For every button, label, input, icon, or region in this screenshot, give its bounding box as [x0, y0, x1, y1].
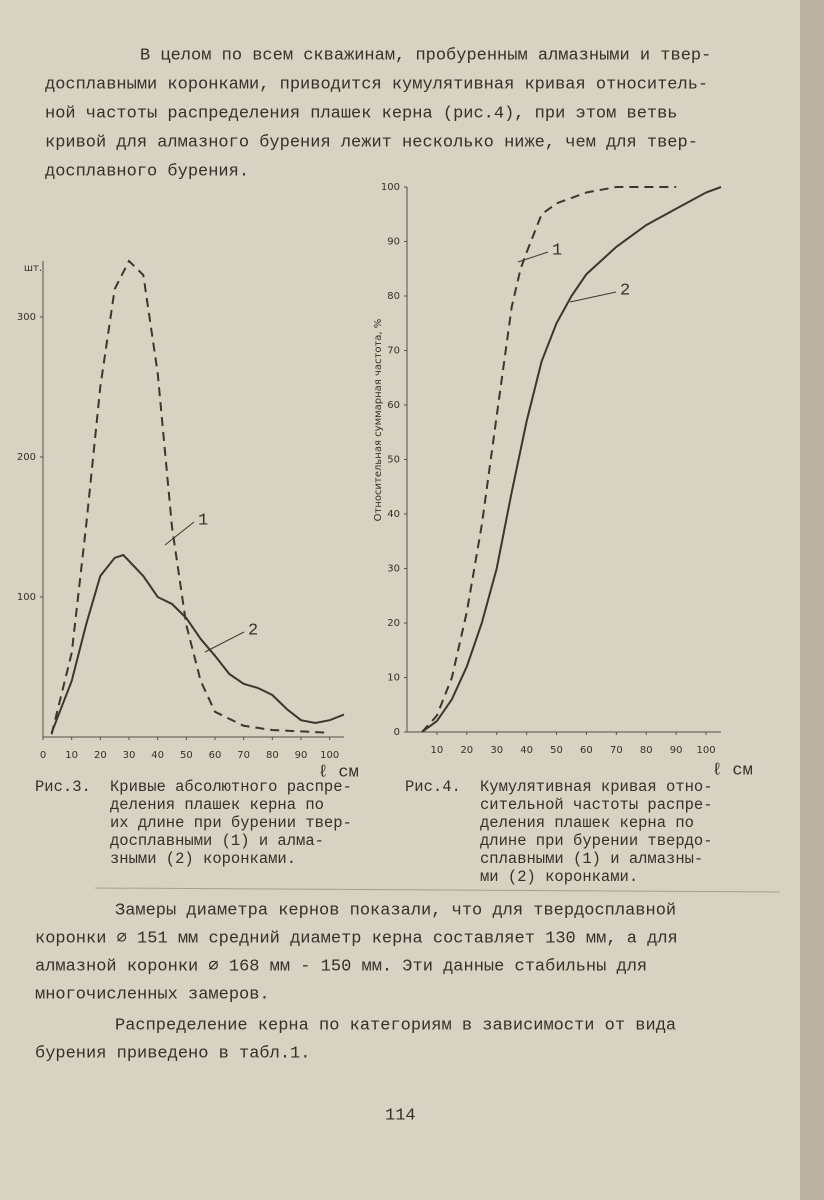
y-tick-label: 300: [17, 312, 36, 323]
y-tick-label: 100: [381, 182, 400, 193]
series-line: [421, 186, 677, 733]
caption-label: Рис.3.: [35, 778, 91, 796]
page-number: 114: [385, 1106, 416, 1125]
y-tick-label: 90: [387, 237, 400, 248]
caption-line: длине при бурении твердо-: [480, 832, 713, 850]
paragraph-line: досплавного бурения.: [45, 162, 249, 181]
x-tick-label: 10: [431, 745, 444, 756]
caption-line: сительной частоты распре-: [480, 796, 713, 814]
series-label: 1: [198, 511, 208, 530]
x-axis-label: ℓ см: [712, 761, 753, 780]
paragraph-line: ной частоты распределения плашек керна (…: [45, 104, 678, 123]
x-tick-label: 60: [580, 745, 593, 756]
x-axis-label: ℓ см: [318, 763, 359, 782]
y-tick-label: 100: [17, 592, 36, 603]
y-axis-label: Относительная суммарная частота, %: [373, 319, 384, 522]
series-line: [50, 259, 330, 735]
x-tick-label: 80: [640, 745, 653, 756]
x-tick-label: 40: [151, 750, 164, 761]
x-tick-label: 30: [123, 750, 136, 761]
caption-line: деления плашек керна по: [110, 796, 324, 814]
caption-line: деления плашек керна по: [480, 814, 694, 832]
leader-line: [164, 521, 195, 546]
x-tick-label: 100: [697, 745, 716, 756]
y-axis-label: шт.: [24, 263, 42, 274]
x-tick-label: 70: [610, 745, 623, 756]
series-line: [50, 553, 345, 734]
x-tick-label: 40: [520, 745, 533, 756]
y-tick-label: 80: [387, 291, 400, 302]
paragraph-line: бурения приведено в табл.1.: [35, 1044, 310, 1063]
paragraph-line: досплавными коронками, приводится кумуля…: [45, 75, 708, 94]
y-tick-label: 40: [387, 509, 400, 520]
caption-line: ми (2) коронками.: [480, 868, 638, 886]
x-tick-label: 50: [180, 750, 193, 761]
y-tick-label: 60: [387, 400, 400, 411]
paragraph-line: алмазной коронки ⌀ 168 мм - 150 мм. Эти …: [35, 957, 647, 976]
leader-line: [569, 291, 617, 303]
y-tick-label: 10: [387, 673, 400, 684]
series-label: 1: [552, 241, 562, 260]
y-tick-label: 0: [394, 727, 400, 738]
caption-line: зными (2) коронками.: [110, 850, 296, 868]
leader-line: [204, 631, 245, 653]
x-tick-label: 10: [65, 750, 78, 761]
x-tick-label: 90: [670, 745, 683, 756]
paragraph-line: В целом по всем скважинам, пробуренным а…: [140, 46, 711, 65]
paragraph-line: многочисленных замеров.: [35, 985, 270, 1004]
rule: [94, 887, 781, 893]
series-line: [421, 186, 722, 733]
x-tick-label: 20: [94, 750, 107, 761]
caption-line: их длине при бурении твер-: [110, 814, 352, 832]
y-tick-label: 200: [17, 452, 36, 463]
paragraph-line: Распределение керна по категориям в зави…: [115, 1016, 676, 1035]
x-tick-label: 80: [266, 750, 279, 761]
y-tick-label: 20: [387, 618, 400, 629]
caption-line: Кривые абсолютного распре-: [110, 778, 352, 796]
caption-line: досплавными (1) и алма-: [110, 832, 324, 850]
x-tick-label: 90: [295, 750, 308, 761]
y-tick-label: 30: [387, 564, 400, 575]
caption-label: Рис.4.: [405, 778, 461, 796]
series-label: 2: [620, 281, 630, 300]
paragraph-line: Замеры диаметра кернов показали, что для…: [115, 901, 676, 920]
x-tick-label: 20: [460, 745, 473, 756]
caption-line: Кумулятивная кривая отно-: [480, 778, 713, 796]
page-edge: [800, 0, 824, 1200]
x-tick-label: 60: [209, 750, 222, 761]
y-tick-label: 50: [387, 455, 400, 466]
leader-line: [517, 251, 549, 263]
x-tick-label: 50: [550, 745, 563, 756]
paragraph-line: кривой для алмазного бурения лежит неско…: [45, 133, 698, 152]
x-tick-label: 30: [490, 745, 503, 756]
x-tick-label: 70: [237, 750, 250, 761]
paragraph-line: коронки ⌀ 151 мм средний диаметр керна с…: [35, 929, 678, 948]
x-tick-label: 0: [40, 750, 46, 761]
x-tick-label: 100: [320, 750, 339, 761]
caption-line: сплавными (1) и алмазны-: [480, 850, 703, 868]
series-label: 2: [248, 621, 258, 640]
y-tick-label: 70: [387, 346, 400, 357]
